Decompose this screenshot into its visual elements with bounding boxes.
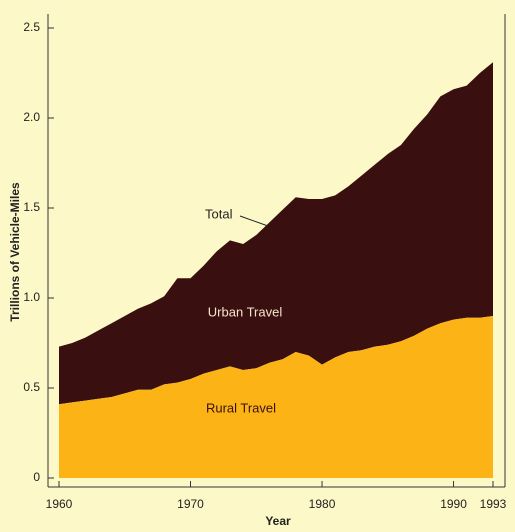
area (59, 316, 493, 478)
x-tick-label: 1993 (480, 497, 507, 511)
y-axis-label: Trillions of Vehicle-Miles (8, 182, 22, 322)
series-label: Rural Travel (206, 400, 276, 415)
y-tick-label: 0.5 (23, 380, 40, 394)
y-tick-label: 0 (33, 470, 40, 484)
y-tick-label: 2.0 (23, 110, 40, 124)
annotation-leader (239, 215, 269, 227)
y-tick-label: 1.5 (23, 200, 40, 214)
x-axis-label: Year (265, 514, 291, 528)
x-tick-label: 1970 (177, 497, 204, 511)
y-tick-label: 2.5 (23, 20, 40, 34)
x-tick-label: 1960 (46, 497, 73, 511)
area (59, 62, 493, 405)
x-tick-label: 1980 (309, 497, 336, 511)
annotation: Total (205, 206, 233, 221)
series-label: Urban Travel (208, 304, 283, 319)
y-tick-label: 1.0 (23, 290, 40, 304)
x-tick-label: 1990 (440, 497, 467, 511)
